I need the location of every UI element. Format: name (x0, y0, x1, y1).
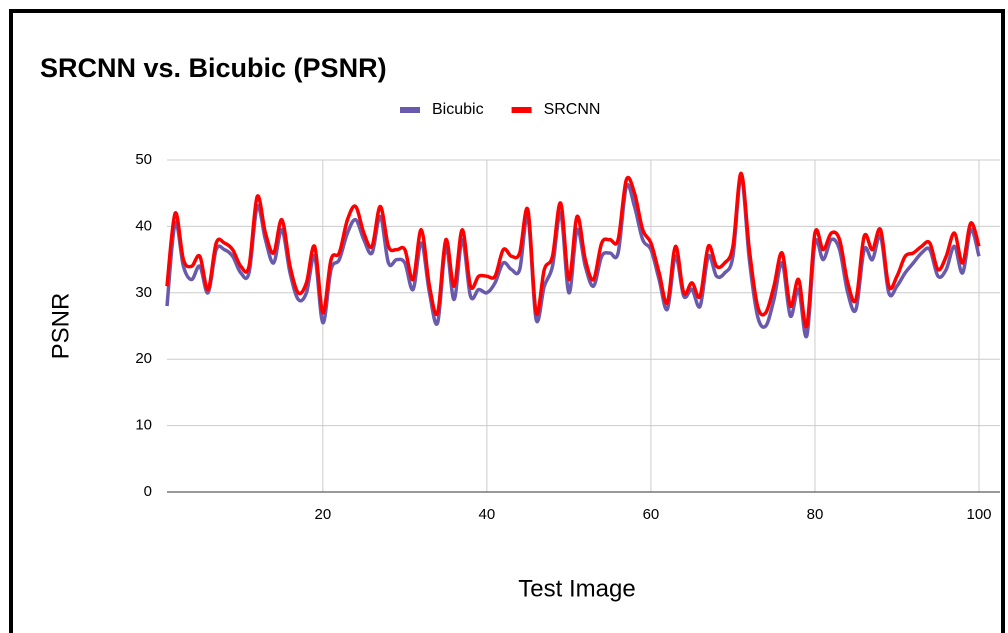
y-tick-label: 30 (135, 284, 152, 301)
y-tick-label: 40 (135, 217, 152, 234)
line-series (165, 171, 981, 329)
x-tick-label: 100 (966, 506, 991, 523)
line-series (165, 174, 981, 339)
y-tick-label: 10 (135, 417, 152, 434)
chart-title: SRCNN vs. Bicubic (PSNR) (40, 53, 387, 83)
x-tick-label: 20 (314, 506, 331, 523)
x-tick-label: 40 (479, 506, 496, 523)
y-tick-label: 0 (144, 483, 152, 500)
frame (9, 9, 1005, 633)
plot-area: 0 10 20 30 40 50 20 40 60 80 100 (135, 151, 1000, 523)
x-axis-label: Test Image (518, 575, 635, 602)
legend-label: Bicubic (432, 101, 484, 118)
y-tick-label: 20 (135, 350, 152, 367)
legend-label: SRCNN (544, 101, 601, 118)
y-tick-label: 50 (135, 151, 152, 168)
y-axis-label: PSNR (47, 293, 74, 360)
x-tick-label: 60 (643, 506, 660, 523)
x-tick-label: 80 (807, 506, 824, 523)
